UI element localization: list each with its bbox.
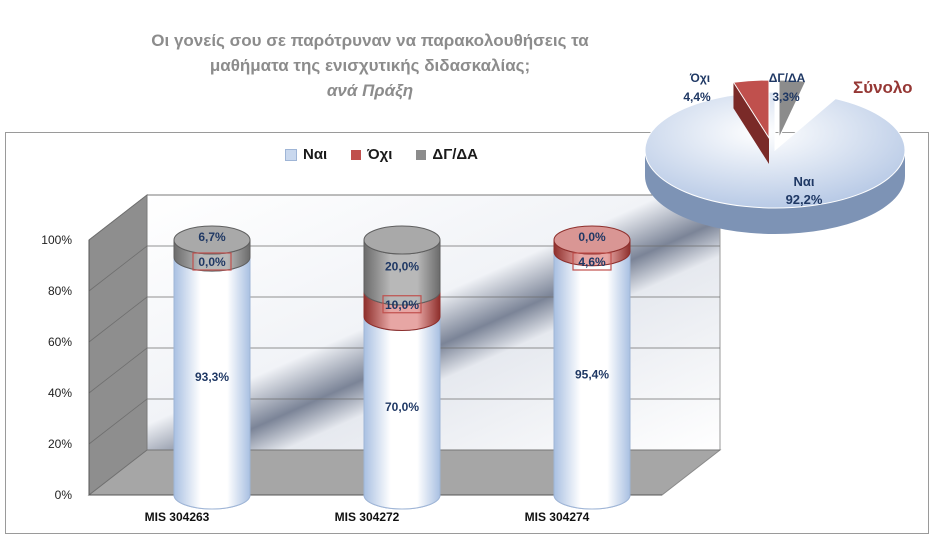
data-label: 10,0%: [385, 298, 419, 312]
pie-slice: [778, 79, 807, 139]
gridline: [88, 194, 720, 241]
data-label: 93,3%: [195, 370, 229, 384]
pie-slice: [644, 91, 906, 209]
gridline: [88, 398, 720, 445]
side-wall: [88, 193, 148, 497]
y-tick-label: 20%: [48, 437, 72, 451]
legend-item-oxi: Όχι: [351, 146, 392, 163]
pie-label-name: ΔΓ/ΔΑ: [769, 71, 806, 85]
data-label: 6,7%: [198, 230, 226, 244]
pie-label-value: 3,3%: [772, 90, 800, 104]
data-label-box: [382, 295, 422, 314]
legend-label-oxi: Όχι: [367, 146, 393, 163]
pie-slice-side: [733, 82, 769, 164]
gridline: [88, 245, 720, 292]
legend-label-nai: Ναι: [303, 146, 328, 163]
category-label: MIS 304263: [145, 510, 210, 524]
pie-title: Σύνολο: [853, 78, 913, 97]
data-label-box: [572, 252, 612, 271]
legend: Ναι Όχι ΔΓ/ΔΑ: [285, 146, 478, 163]
gridline: [88, 296, 720, 343]
y-tick-label: 100%: [41, 233, 72, 247]
data-label: 0,0%: [198, 255, 226, 269]
chart-title: Οι γονείς σου σε παρότρυναν να παρακολου…: [100, 28, 640, 103]
category-label: MIS 304274: [525, 510, 590, 524]
pie-label-name: Ναι: [794, 174, 815, 189]
legend-swatch-dg: [416, 149, 427, 160]
pie-label-value: 4,4%: [683, 90, 711, 104]
legend-item-dg: ΔΓ/ΔΑ: [416, 146, 478, 163]
legend-swatch-oxi: [351, 149, 362, 160]
legend-item-nai: Ναι: [285, 146, 327, 163]
gridline: [88, 347, 720, 394]
y-tick-label: 60%: [48, 335, 72, 349]
y-tick-label: 0%: [55, 488, 73, 502]
data-label: 20,0%: [385, 260, 419, 274]
title-line-2: μαθήματα της ενισχυτικής διδασκαλίας;: [209, 56, 531, 75]
data-label: 95,4%: [575, 367, 609, 381]
data-label: 4,6%: [578, 255, 606, 269]
category-label: MIS 304272: [335, 510, 400, 524]
title-line-1: Οι γονείς σου σε παρότρυναν να παρακολου…: [151, 31, 589, 50]
pie-label-value: 92,2%: [786, 192, 823, 207]
pie-slice: [732, 79, 770, 140]
y-tick-label: 80%: [48, 284, 72, 298]
bar-top: [173, 225, 251, 255]
chart-subtitle: ανά Πράξη: [326, 81, 414, 100]
pie-side: [645, 150, 905, 234]
legend-label-dg: ΔΓ/ΔΑ: [432, 146, 479, 163]
data-label: 0,0%: [578, 230, 606, 244]
pie-label-name: Όχι: [689, 71, 710, 85]
gridline: [88, 449, 720, 496]
data-label-box: [192, 252, 232, 271]
bar-top: [553, 225, 631, 255]
data-label: 70,0%: [385, 400, 419, 414]
bar-top: [363, 225, 441, 255]
legend-swatch-nai: [285, 148, 297, 161]
y-tick-label: 40%: [48, 386, 72, 400]
